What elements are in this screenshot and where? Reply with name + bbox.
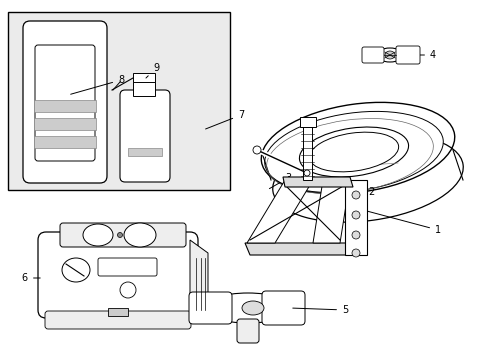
Polygon shape (283, 177, 352, 187)
Text: 7: 7 (205, 110, 244, 129)
Bar (34, 100, 96, 112)
FancyBboxPatch shape (262, 291, 305, 325)
Text: 3: 3 (269, 173, 290, 189)
Polygon shape (312, 180, 349, 243)
Bar (299, 117, 315, 127)
Bar (128, 148, 162, 156)
Ellipse shape (242, 301, 264, 315)
Ellipse shape (62, 258, 90, 282)
Polygon shape (246, 180, 312, 243)
Circle shape (351, 211, 359, 219)
Bar (108, 308, 128, 316)
Text: 4: 4 (410, 50, 435, 60)
FancyBboxPatch shape (60, 223, 185, 247)
Text: 8: 8 (71, 75, 124, 94)
Ellipse shape (384, 51, 394, 59)
Circle shape (351, 191, 359, 199)
Bar (303, 125, 311, 180)
Bar (8, 12, 229, 190)
Bar (34, 118, 96, 130)
Polygon shape (190, 240, 207, 316)
Circle shape (120, 282, 136, 298)
Bar (133, 80, 155, 96)
Text: 9: 9 (146, 63, 159, 78)
Ellipse shape (375, 48, 403, 62)
Ellipse shape (203, 293, 292, 323)
FancyBboxPatch shape (189, 292, 231, 324)
FancyBboxPatch shape (98, 258, 157, 276)
Text: 2: 2 (311, 169, 373, 197)
FancyBboxPatch shape (45, 311, 191, 329)
Circle shape (351, 231, 359, 239)
FancyBboxPatch shape (361, 47, 383, 63)
Bar (34, 136, 96, 148)
Polygon shape (244, 243, 354, 255)
Text: 1: 1 (365, 211, 440, 235)
Circle shape (351, 249, 359, 257)
FancyBboxPatch shape (120, 90, 170, 182)
Text: 6: 6 (22, 273, 40, 283)
Text: 5: 5 (292, 305, 347, 315)
Ellipse shape (261, 102, 454, 194)
Ellipse shape (264, 111, 443, 193)
Ellipse shape (309, 132, 398, 172)
FancyBboxPatch shape (237, 319, 259, 343)
Bar (133, 73, 155, 82)
FancyBboxPatch shape (395, 46, 419, 64)
Ellipse shape (124, 223, 156, 247)
Circle shape (304, 170, 309, 176)
Circle shape (117, 233, 122, 238)
Bar (345, 180, 366, 255)
Ellipse shape (299, 127, 408, 177)
FancyBboxPatch shape (38, 232, 198, 318)
Ellipse shape (83, 224, 113, 246)
FancyBboxPatch shape (23, 21, 107, 183)
Circle shape (252, 146, 261, 154)
